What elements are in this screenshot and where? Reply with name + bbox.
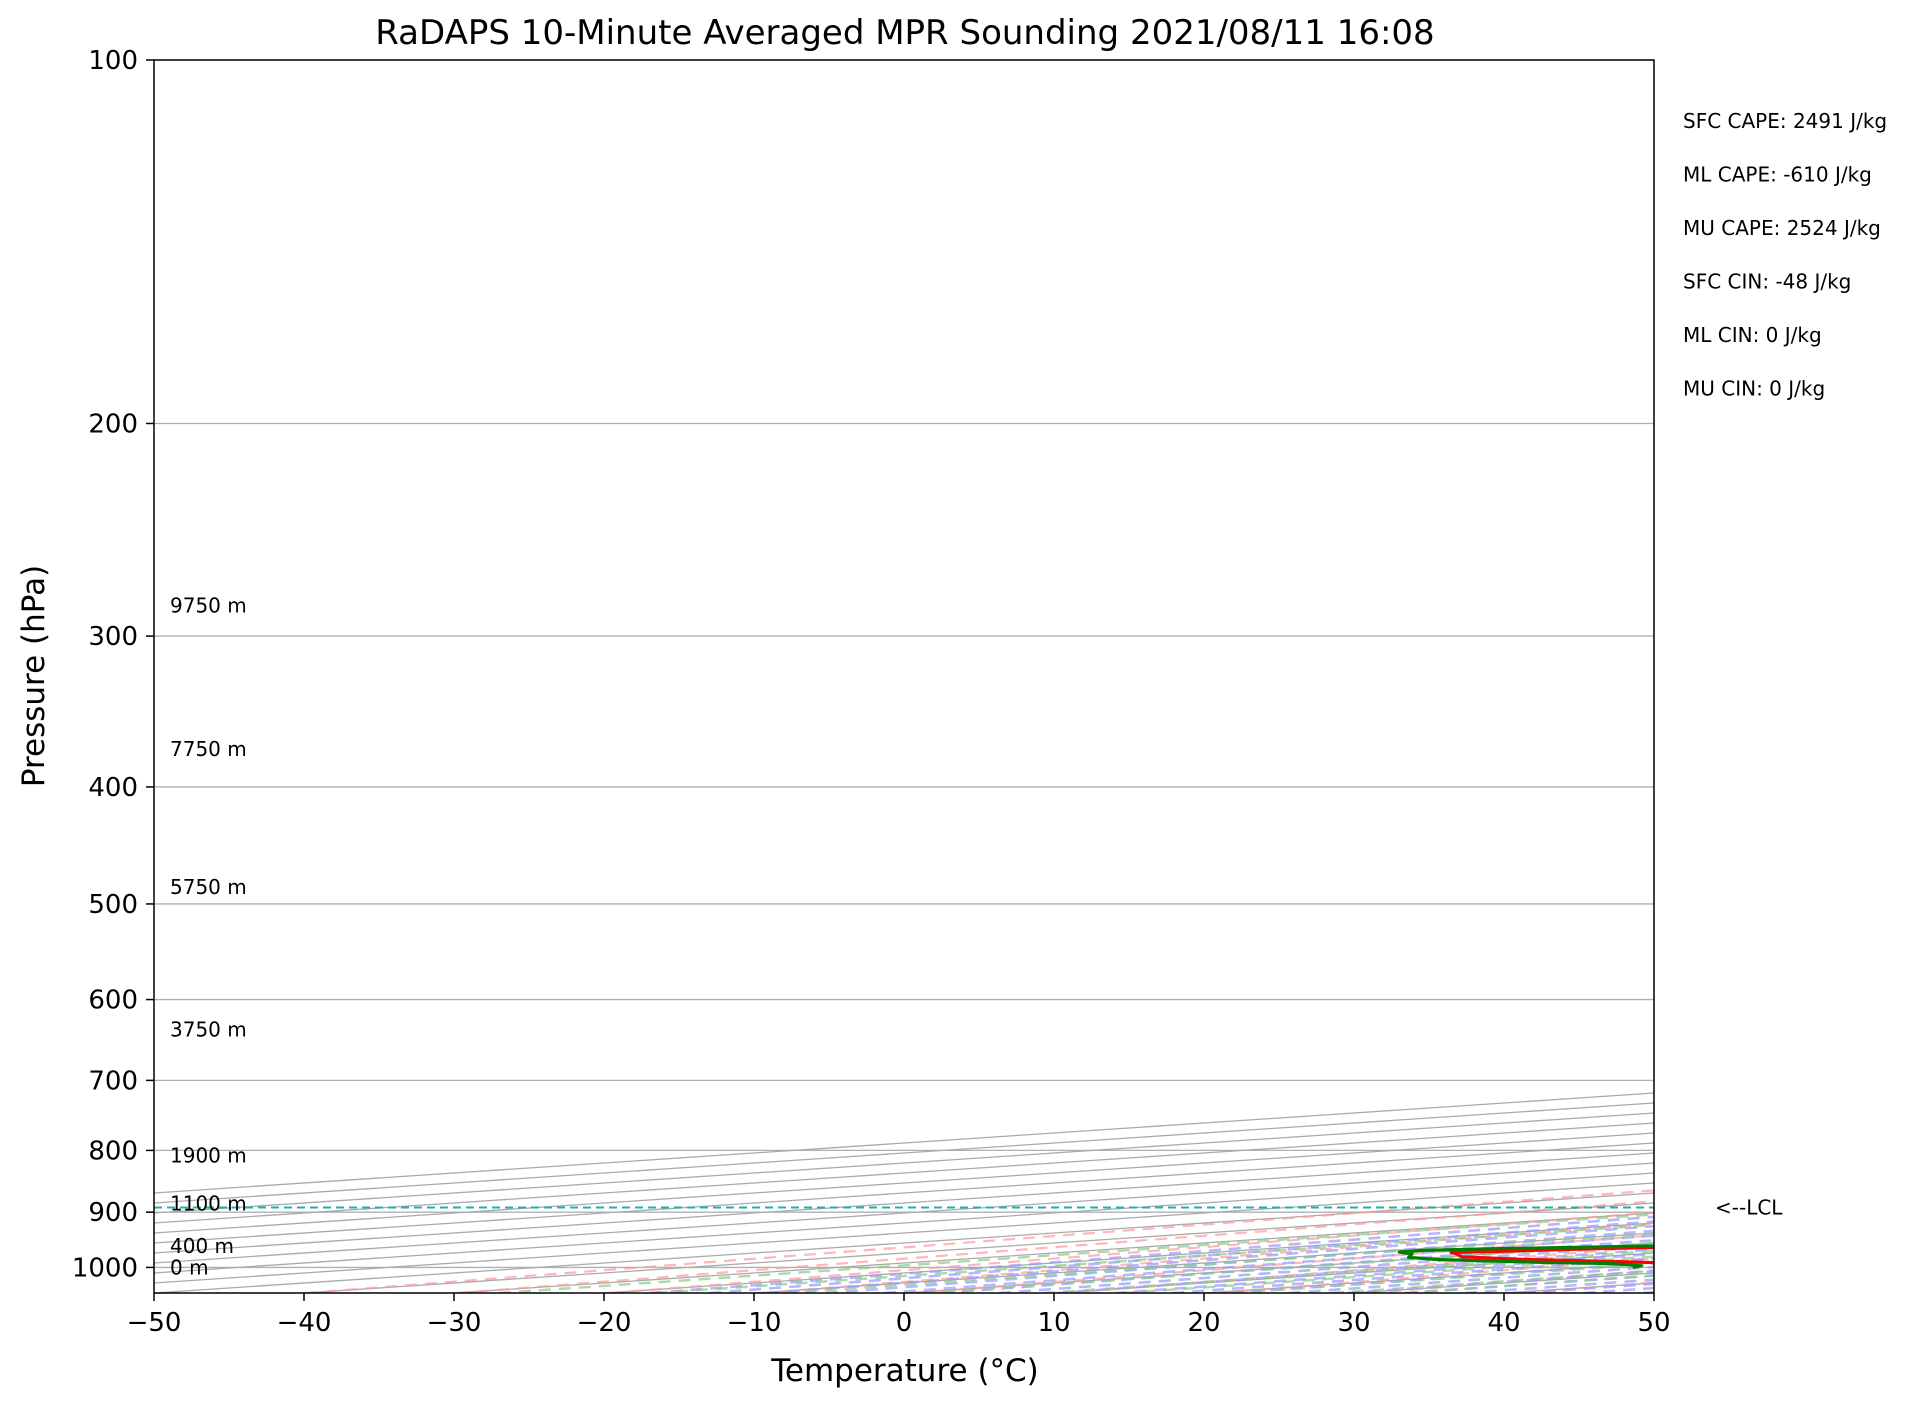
isotherm-line [1653, 1292, 1654, 1293]
isotherm-line [154, 1132, 1654, 1234]
x-tick-label: 40 [1487, 1308, 1520, 1338]
isotherm-line [154, 1162, 1654, 1264]
x-tick-label: −50 [127, 1308, 182, 1338]
x-axis-ticks: −50 −40 −30 −20 −10 0 10 20 30 40 50 [127, 1293, 1671, 1338]
y-tick-label: 500 [88, 890, 138, 920]
isotherm-line [1503, 1282, 1654, 1293]
isotherm-line [154, 1142, 1654, 1244]
lcl-label: <--LCL [1715, 1195, 1783, 1219]
moist-adiabat-line [1172, 1257, 1654, 1293]
y-tick-label: 700 [88, 1066, 138, 1096]
moist-adiabat-line [883, 1234, 1654, 1293]
moist-adiabat-line [767, 1224, 1654, 1293]
moist-adiabat-line [1464, 1278, 1654, 1293]
isotherm-line [154, 1192, 1654, 1293]
stat-label: SFC CIN: -48 J/kg [1683, 270, 1851, 294]
stat-label: MU CAPE: 2524 J/kg [1683, 216, 1881, 240]
x-tick-label: 50 [1637, 1308, 1670, 1338]
isotherm-line [154, 1182, 1654, 1284]
y-tick-label: 300 [88, 622, 138, 652]
x-tick-label: 10 [1037, 1308, 1070, 1338]
x-tick-label: −40 [277, 1308, 332, 1338]
dry-adiabat-line [1369, 1269, 1654, 1293]
height-labels: 9750 m 7750 m 5750 m 3750 m 1900 m 1100 m 400 … [170, 593, 247, 1279]
height-label: 5750 m [170, 875, 247, 899]
moist-adiabat-line [1288, 1265, 1654, 1293]
height-label: 1100 m [170, 1191, 247, 1215]
dry-adiabat-line [305, 1189, 1654, 1293]
mixing-ratio-line [923, 1241, 1654, 1293]
moist-adiabat-line [999, 1243, 1654, 1293]
isotherm-line [154, 1152, 1654, 1254]
height-label: 400 m [170, 1234, 234, 1258]
dry-adiabat-line [1826, 60, 1925, 1293]
mixing-ratio-line [784, 1232, 1654, 1293]
background-grid [154, 60, 1925, 1293]
dry-adiabat-line [609, 1211, 1654, 1293]
moist-adiabat-line [1642, 1290, 1654, 1293]
sounding-series [1397, 609, 1925, 1269]
x-tick-label: 20 [1187, 1308, 1220, 1338]
moist-adiabat-line [650, 1215, 1654, 1293]
mixing-ratio-line [655, 1223, 1654, 1293]
stat-label: ML CIN: 0 J/kg [1683, 323, 1822, 347]
height-label: 0 m [170, 1255, 209, 1279]
y-tick-label: 100 [88, 46, 138, 76]
dewpoint-profile [1397, 1244, 1654, 1269]
isotherm-line [154, 1092, 1654, 1194]
moist-adiabat-line [1405, 1274, 1654, 1293]
x-tick-label: −30 [427, 1308, 482, 1338]
stat-label: SFC CAPE: 2491 J/kg [1683, 109, 1887, 133]
dry-adiabat-line [457, 1200, 1654, 1293]
dry-adiabat-line [761, 1222, 1654, 1293]
x-tick-label: 0 [896, 1308, 913, 1338]
height-label: 1900 m [170, 1144, 247, 1168]
mixing-ratio-line [1043, 1249, 1654, 1293]
isotherm-line [154, 1112, 1654, 1214]
dry-adiabat-line [1065, 1245, 1654, 1293]
lcl-line: <--LCL [154, 1195, 1783, 1219]
moist-adiabat-line [1056, 1248, 1654, 1293]
isotherm-line [154, 1102, 1654, 1204]
moist-adiabat-line [825, 1229, 1654, 1293]
stat-label: ML CAPE: -610 J/kg [1683, 163, 1872, 187]
isotherm-line [154, 1172, 1654, 1274]
moist-adiabat-line [1114, 1252, 1654, 1293]
height-label: 3750 m [170, 1017, 247, 1041]
y-tick-label: 200 [88, 409, 138, 439]
stat-label: MU CIN: 0 J/kg [1683, 377, 1825, 401]
parcel-stats: SFC CAPE: 2491 J/kg ML CAPE: -610 J/kg MU … [1683, 109, 1887, 401]
isotherm-line [154, 1122, 1654, 1224]
isotherm-line [1203, 1262, 1654, 1293]
y-tick-label: 800 [88, 1136, 138, 1166]
height-label: 7750 m [170, 737, 247, 761]
y-tick-label: 900 [88, 1198, 138, 1228]
x-tick-label: −10 [727, 1308, 782, 1338]
y-tick-label: 400 [88, 773, 138, 803]
dry-adiabat-line [1674, 60, 1925, 1293]
temperature-profile [1449, 1245, 1654, 1265]
y-axis-label: Pressure (hPa) [16, 565, 52, 787]
height-label: 9750 m [170, 593, 247, 617]
chart-title: RaDAPS 10-Minute Averaged MPR Sounding 2… [375, 13, 1434, 53]
y-tick-label: 600 [88, 986, 138, 1016]
isotherm-line [1353, 1272, 1654, 1293]
parcel-profile [1783, 609, 1925, 1267]
isotherm-line [1053, 1252, 1654, 1293]
x-tick-label: −20 [577, 1308, 632, 1338]
isotherm-line [453, 1212, 1654, 1293]
isotherm-line [753, 1232, 1654, 1293]
mixing-ratio-line [498, 1213, 1654, 1293]
isotherm-line [603, 1222, 1654, 1293]
x-axis-label: Temperature (°C) [770, 1353, 1039, 1389]
moist-adiabat-line [709, 1220, 1654, 1293]
moist-adiabat-line [1583, 1286, 1654, 1293]
x-tick-label: 30 [1337, 1308, 1370, 1338]
y-axis-ticks: 100 200 300 400 500 600 700 800 900 1000 [72, 46, 154, 1283]
y-tick-label: 1000 [72, 1253, 138, 1283]
isotherm-line [303, 1202, 1654, 1293]
isotherm-line [903, 1242, 1654, 1293]
